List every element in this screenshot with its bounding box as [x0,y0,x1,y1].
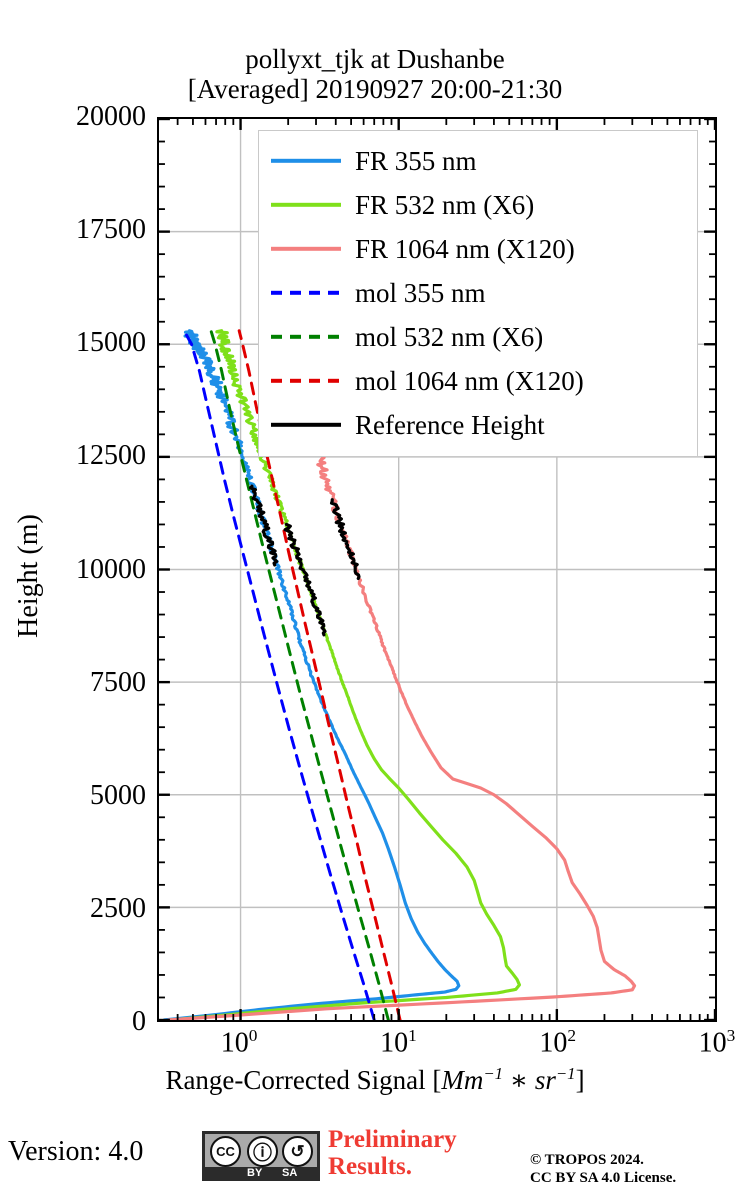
y-tick-label: 17500 [76,214,146,246]
cc-sa-share-icon: ↺ [282,1136,313,1167]
y-tick-label: 7500 [90,666,146,698]
legend-item[interactable]: FR 355 nm [271,139,685,183]
preliminary-line-2: Results. [328,1153,413,1180]
legend-item-label: mol 355 nm [355,277,486,308]
legend-item-label: FR 532 nm (X6) [355,189,535,220]
chart-svg [159,119,715,1020]
x-tick-label: 100 [220,1026,258,1059]
cc-by-person-icon: ⓘ [247,1136,278,1167]
x-axis-title-prefix: Range-Corrected Signal [ [165,1065,442,1095]
plot-canvas [159,119,715,1020]
chart-title: pollyxt_tjk at Dushanbe [Averaged] 20190… [0,44,750,104]
legend-item[interactable]: FR 1064 nm (X120) [271,227,685,271]
chart-gridlines [159,119,715,1020]
version-label: Version: 4.0 [8,1136,144,1167]
legend-item-label: mol 532 nm (X6) [355,321,544,352]
y-tick-label: 15000 [76,327,146,359]
y-tick-label: 20000 [76,101,146,132]
chart-series-group [162,329,637,1020]
y-tick-label: 2500 [90,892,146,924]
y-tick-label: 12500 [76,440,146,472]
legend-item[interactable]: mol 532 nm (X6) [271,315,685,359]
chart-axis-ticks [159,119,715,1020]
copyright-line-1: © TROPOS 2024. [530,1152,644,1168]
chart-series-line [168,329,522,1020]
legend-line-swatch [271,414,341,436]
x-tick-label: 102 [539,1026,577,1059]
chart-series-line [182,329,376,1020]
x-axis-star: ∗ [503,1065,535,1095]
legend-item[interactable]: Reference Height [271,403,685,447]
legend-item-label: Reference Height [355,409,545,440]
legend-line-swatch [271,150,341,172]
x-axis-title: Range-Corrected Signal [Mm−1 ∗ sr−1] [0,1064,750,1096]
legend-item-label: FR 355 nm [355,145,477,176]
chart-series-line [209,329,390,1020]
legend-line-swatch [271,326,341,348]
x-axis-title-suffix: ] [575,1065,585,1095]
legend-item[interactable]: FR 532 nm (X6) [271,183,685,227]
legend-item[interactable]: mol 1064 nm (X120) [271,359,685,403]
y-axis-tick-labels: 0 2500 5000 7500 10000 12500 15000 17500 20000 [0,0,146,1200]
x-axis-exp-1: −1 [483,1064,504,1083]
chart-legend: FR 355 nm FR 532 nm (X6) FR 1064 nm (X120)… [258,130,698,457]
x-axis-exp-2: −1 [555,1064,576,1083]
chart-series-line [166,329,637,1020]
title-line-1: pollyxt_tjk at Dushanbe [245,44,505,74]
copyright-notice: © TROPOS 2024. CC BY SA 4.0 License. [530,1151,676,1187]
x-tick-label: 101 [380,1026,417,1059]
y-tick-label: 5000 [90,779,146,811]
chart-series-line [329,498,361,581]
x-axis-unit-mm: Mm [441,1065,484,1095]
preliminary-line-1: Preliminary [328,1126,457,1153]
copyright-line-2: CC BY SA 4.0 License. [530,1170,677,1186]
chart-series-line [248,484,279,567]
cc-logo-icon: CC [210,1136,241,1167]
x-axis-unit-sr: sr [534,1065,556,1095]
creative-commons-badge-icon: CC ⓘ ↺ BY SA [202,1131,320,1181]
title-line-2: [Averaged] 20190927 20:00-21:30 [187,74,563,105]
chart-series-line [283,522,327,637]
legend-line-swatch [271,370,341,392]
legend-line-swatch [271,194,341,216]
cc-sa-text: SA [282,1167,298,1179]
legend-line-swatch [271,282,341,304]
x-tick-label: 103 [698,1026,736,1059]
y-tick-label: 0 [132,1006,146,1037]
preliminary-results-note: Preliminary Results. [328,1126,518,1180]
legend-item-label: FR 1064 nm (X120) [355,233,575,264]
legend-item[interactable]: mol 355 nm [271,271,685,315]
legend-line-swatch [271,238,341,260]
cc-by-text: BY [247,1167,263,1179]
legend-item-label: mol 1064 nm (X120) [355,365,584,396]
y-tick-label: 10000 [76,553,146,585]
figure-footer: Version: 4.0 CC ⓘ ↺ BY SA Preliminary Re… [0,1118,750,1200]
